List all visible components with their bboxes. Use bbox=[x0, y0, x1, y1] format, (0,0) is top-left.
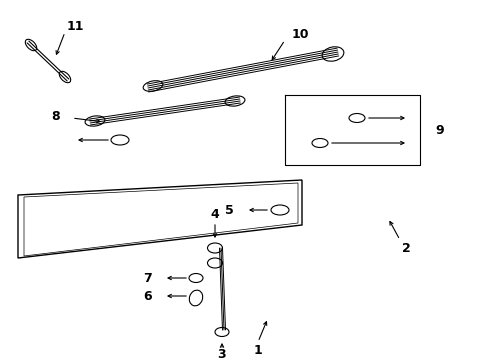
Text: 11: 11 bbox=[66, 19, 83, 32]
Text: 3: 3 bbox=[217, 347, 226, 360]
Text: 10: 10 bbox=[291, 27, 308, 40]
Text: 1: 1 bbox=[253, 343, 262, 356]
Text: 8: 8 bbox=[51, 109, 60, 122]
Text: 2: 2 bbox=[401, 242, 409, 255]
Text: 9: 9 bbox=[434, 123, 443, 136]
Text: 7: 7 bbox=[143, 271, 152, 284]
Text: 5: 5 bbox=[225, 203, 234, 216]
Text: 6: 6 bbox=[143, 289, 152, 302]
Text: 4: 4 bbox=[210, 207, 219, 220]
